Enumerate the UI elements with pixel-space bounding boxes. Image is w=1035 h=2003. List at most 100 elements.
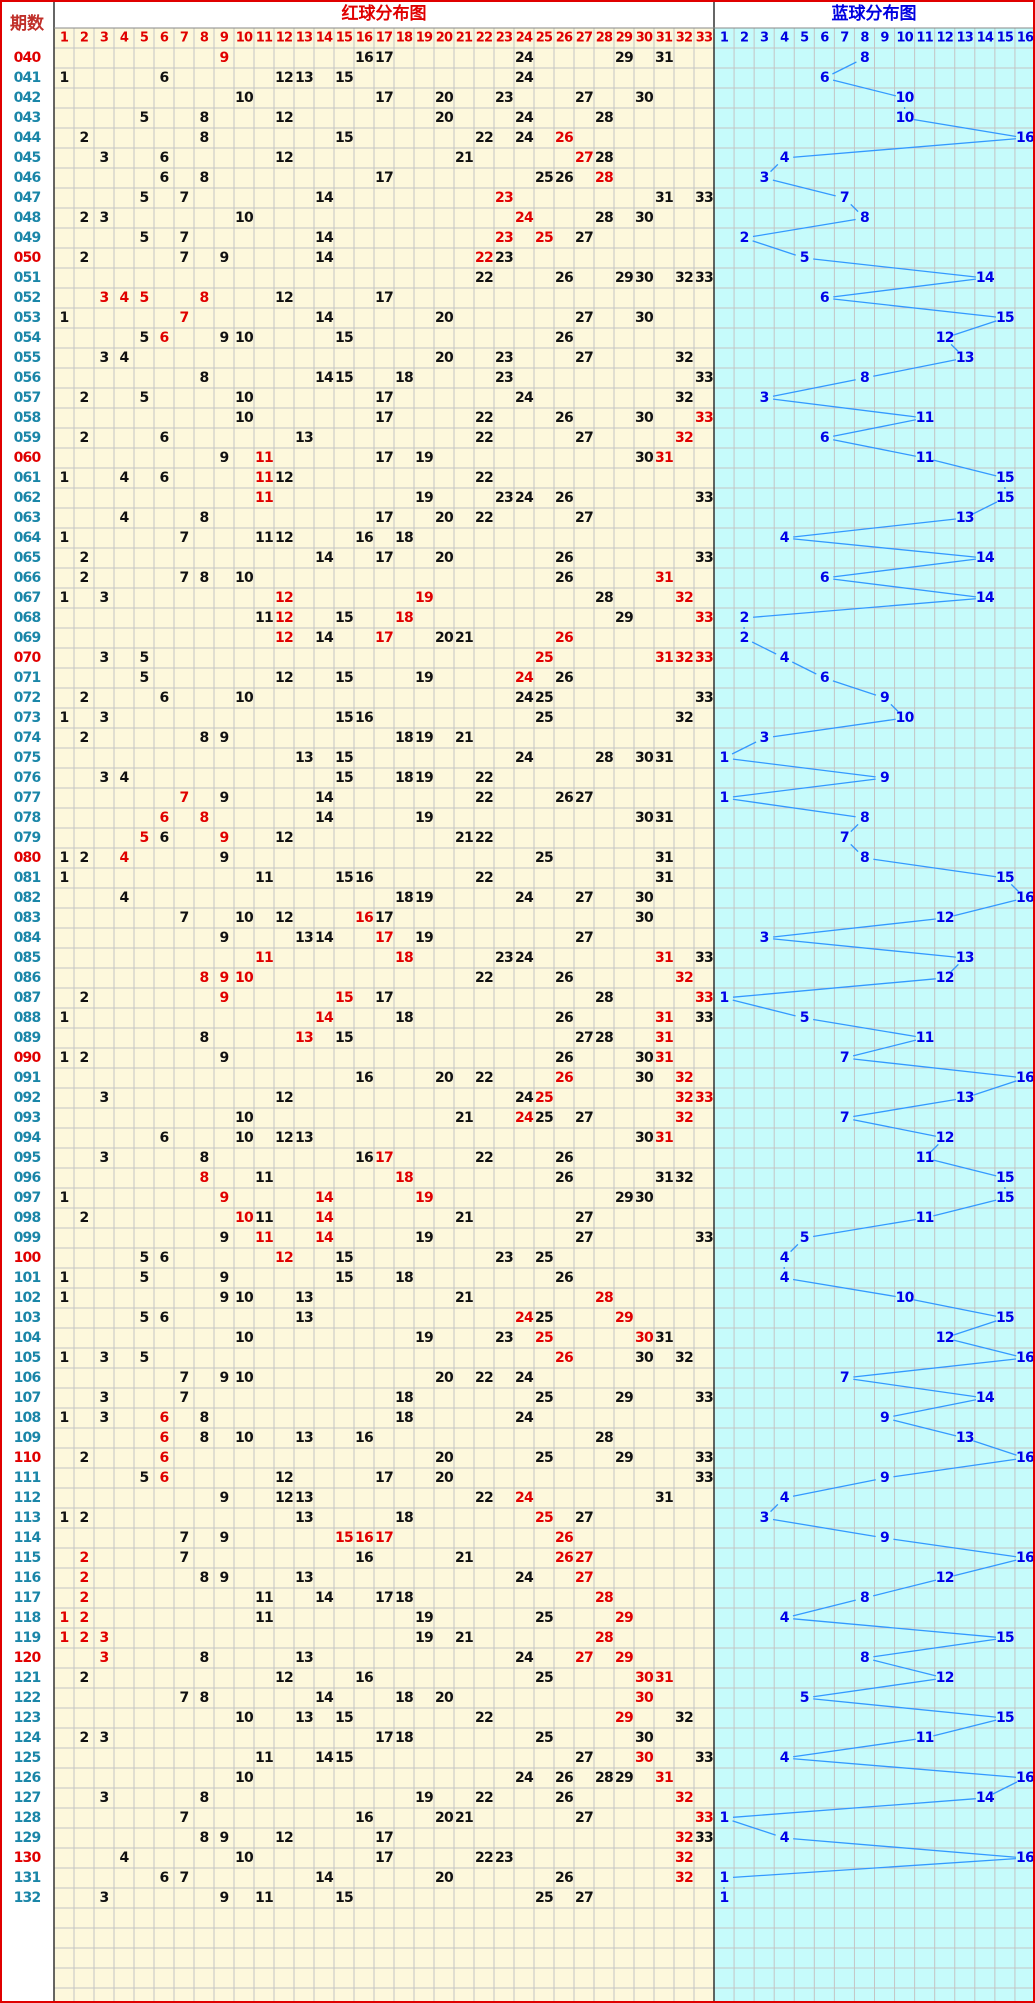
blue-trend-segment [833,298,997,318]
red-ball: 12 [275,670,293,686]
red-ball: 15 [335,1890,353,1906]
period: 058 [14,410,41,426]
red-column-number: 16 [356,31,373,46]
red-ball: 15 [335,990,353,1006]
red-ball: 3 [100,1730,109,1746]
red-ball: 17 [375,1850,393,1866]
red-ball: 30 [635,270,654,286]
red-column-number: 17 [376,31,393,46]
red-ball: 25 [535,1250,553,1266]
period: 132 [14,1890,41,1906]
blue-trend-segment [933,1159,997,1177]
period: 078 [14,810,41,826]
red-ball: 24 [515,210,534,226]
period: 108 [14,1410,41,1426]
red-ball: 31 [655,1130,673,1146]
red-ball: 16 [355,1550,373,1566]
red-ball: 15 [335,130,353,146]
red-ball: 20 [435,1810,454,1826]
period: 064 [14,530,42,546]
red-ball: 1 [60,870,69,886]
blue-trend-segment [752,240,796,256]
period: 068 [14,610,41,626]
blue-ball: 4 [780,1750,790,1766]
period: 063 [14,510,41,526]
red-ball: 2 [80,1550,89,1566]
blue-ball: 3 [760,1510,769,1526]
blue-ball: 3 [760,390,769,406]
blue-ball: 4 [780,150,790,166]
red-ball: 15 [335,1270,353,1286]
red-ball: 9 [220,790,229,806]
red-ball: 3 [100,590,109,606]
red-column-number: 24 [516,31,533,46]
red-ball: 31 [655,450,673,466]
red-ball: 7 [180,1690,189,1706]
red-ball: 11 [255,1210,273,1226]
red-ball: 1 [60,530,69,546]
red-ball: 26 [555,970,573,986]
red-ball: 17 [375,450,393,466]
blue-ball: 9 [880,1530,889,1546]
red-ball: 10 [235,1710,254,1726]
red-ball: 26 [555,1270,573,1286]
red-ball: 20 [435,1450,454,1466]
red-ball: 17 [375,1150,393,1166]
red-ball: 9 [220,1830,229,1846]
period: 099 [14,1230,41,1246]
blue-ball: 7 [840,830,849,846]
red-ball: 33 [695,690,713,706]
red-ball: 10 [235,910,254,926]
red-ball: 23 [495,1850,513,1866]
red-ball: 6 [160,830,169,846]
blue-ball: 16 [1016,130,1034,146]
red-column-number: 19 [416,31,433,46]
red-ball: 3 [100,1790,109,1806]
red-ball: 30 [635,310,654,326]
blue-title: 蓝球分布图 [832,3,917,24]
red-ball: 2 [80,730,89,746]
red-ball: 27 [575,1510,593,1526]
red-ball: 23 [495,1330,513,1346]
blue-ball: 10 [896,1290,915,1306]
red-ball: 9 [220,1370,229,1386]
red-ball: 30 [635,1670,654,1686]
red-column-number: 9 [220,31,229,46]
blue-column-number: 15 [997,31,1014,46]
red-ball: 19 [415,1190,433,1206]
red-ball: 9 [220,250,229,266]
period-title: 期数 [10,13,45,34]
red-ball: 22 [475,430,493,446]
red-ball: 12 [275,110,293,126]
blue-ball: 14 [976,1390,995,1406]
blue-ball: 2 [740,630,749,646]
red-ball: 22 [475,130,493,146]
red-ball: 33 [695,1750,713,1766]
red-ball: 30 [635,1070,654,1086]
red-column-number: 12 [276,31,293,46]
red-ball: 24 [515,1090,534,1106]
red-ball: 28 [595,1290,613,1306]
red-ball: 9 [220,970,229,986]
red-ball: 22 [475,770,493,786]
red-ball: 11 [255,530,273,546]
red-ball: 29 [615,1310,633,1326]
red-ball: 2 [80,1210,89,1226]
period: 104 [14,1330,42,1346]
blue-ball: 12 [936,1670,954,1686]
red-ball: 29 [615,1390,633,1406]
red-ball: 1 [60,1050,69,1066]
red-ball: 11 [255,1750,273,1766]
red-ball: 16 [355,530,373,546]
red-ball: 18 [395,370,413,386]
red-ball: 8 [200,730,209,746]
red-ball: 28 [595,1430,613,1446]
red-ball: 28 [595,1590,613,1606]
red-ball: 1 [60,1270,69,1286]
period: 086 [14,970,41,986]
blue-ball: 11 [916,1150,934,1166]
red-ball: 30 [635,750,654,766]
period: 083 [14,910,41,926]
red-ball: 11 [255,490,273,506]
red-ball: 7 [180,1390,189,1406]
